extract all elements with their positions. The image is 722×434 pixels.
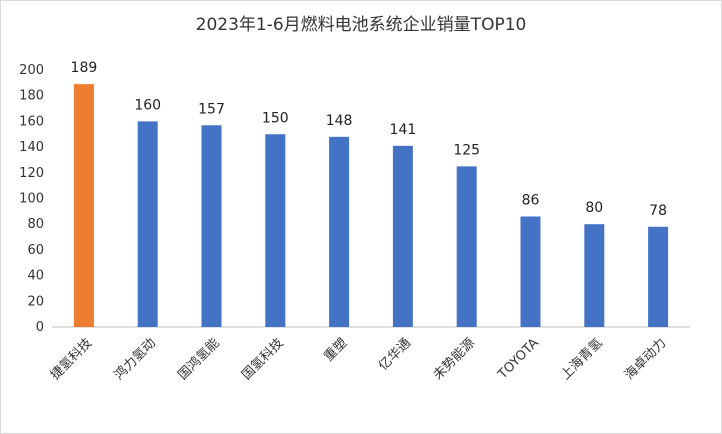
chart-title: 2023年1-6月燃料电池系统企业销量TOP10 [195,15,527,35]
data-label: 141 [390,122,417,138]
data-label: 160 [134,97,161,113]
y-axis-ticks: 0 20 40 60 80 100 120 140 160 180 200 [19,63,44,335]
bar [520,216,541,327]
y-tick-label: 20 [27,294,44,309]
data-label: 125 [453,142,480,158]
bar [648,226,669,327]
bar [456,166,477,327]
data-label: 148 [326,113,353,129]
category-label: 国氢科技 [239,336,286,383]
category-labels: 捷氢科技 鸿力氢动 国鸿氢能 国氢科技 重塑 亿华通 未势能源 TOYOTA 上海青氢 海卓动力 [48,335,670,383]
data-label: 86 [522,192,540,208]
y-tick-label: 60 [27,243,44,258]
y-tick-label: 80 [27,217,44,232]
category-label: 未势能源 [430,335,478,383]
data-label: 150 [262,110,289,126]
y-tick-label: 140 [19,140,44,155]
y-tick-label: 100 [19,192,44,207]
category-label: 重塑 [321,335,351,365]
y-tick-label: 180 [19,89,44,104]
category-label: 亿华通 [376,336,414,374]
category-label: 国鸿氢能 [175,335,223,383]
bar [329,136,350,327]
category-label: 捷氢科技 [48,336,95,383]
y-tick-label: 200 [19,63,44,78]
y-tick-label: 160 [19,114,44,129]
data-label: 78 [649,203,667,219]
category-label: 上海青氢 [558,336,605,383]
bar [392,145,413,327]
y-tick-label: 0 [36,320,44,335]
bars [73,84,669,328]
data-label: 157 [198,101,225,117]
data-label: 189 [71,60,98,76]
y-tick-label: 120 [19,166,44,181]
data-labels: 189 160 157 150 148 141 125 86 80 78 [71,60,667,219]
bar [265,134,286,327]
bar [73,84,94,327]
category-label: 海卓动力 [622,336,669,383]
y-tick-label: 40 [27,269,44,284]
category-label: 鸿力氢动 [111,335,159,383]
data-label: 80 [585,200,603,216]
bar [584,224,605,327]
category-label: TOYOTA [495,336,542,383]
bar [201,125,222,327]
bar [137,121,158,328]
